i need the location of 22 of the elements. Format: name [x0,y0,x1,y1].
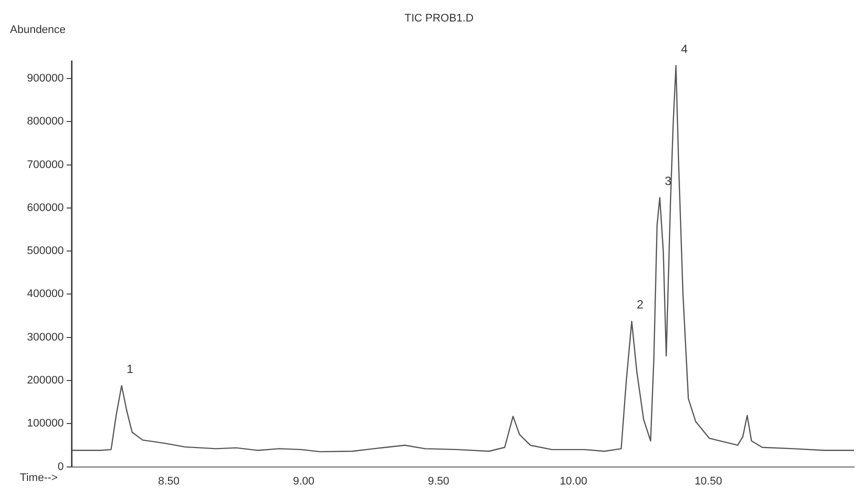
annotation: 2 [636,298,644,312]
y-tick-label: 800000 [26,116,64,128]
y-tick-label: 500000 [26,245,64,258]
x-tick-label: 9.00 [292,475,314,488]
x-tick-label: 10.50 [694,475,722,488]
y-tick-label: 200000 [26,374,64,387]
x-axis-title: Time--> [20,472,58,484]
y-tick-label: 100000 [26,418,64,430]
y-tick-label: 300000 [26,331,64,344]
annotation: 1 [126,362,134,376]
x-tick-label: 9.50 [428,475,450,488]
y-tick-label: 600000 [26,202,64,214]
x-tick-label: 10.00 [560,475,588,488]
chart-title: TIC PROB1.D [404,12,474,25]
y-tick-label: 400000 [26,288,64,300]
annotation: 3 [664,174,672,188]
annotation: 4 [680,42,688,56]
y-tick-label: 900000 [26,72,64,84]
y-axis-title: Abundence [10,24,66,36]
x-tick-label: 8.50 [158,475,180,488]
y-tick-label: 0 [58,460,64,473]
y-tick-label: 700000 [26,158,64,171]
